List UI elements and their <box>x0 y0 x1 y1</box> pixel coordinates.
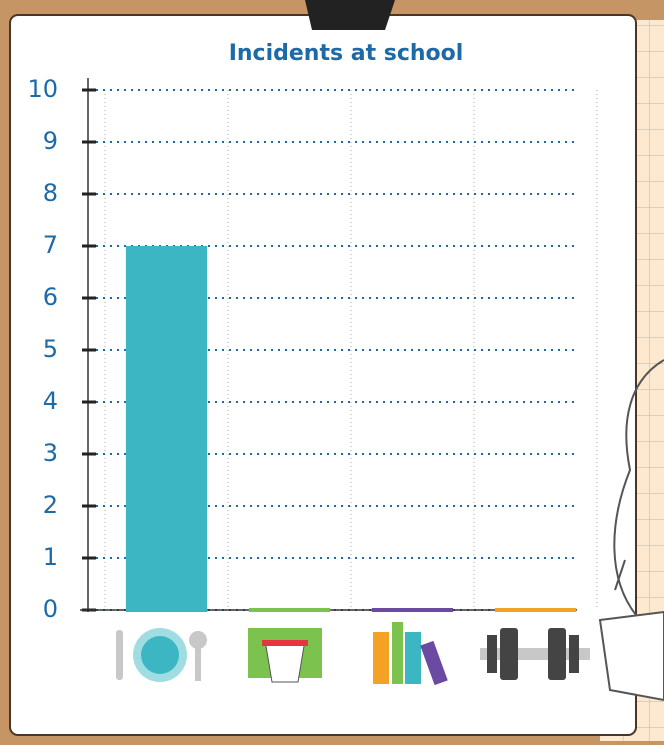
chart-title: Incidents at school <box>229 41 464 66</box>
icons <box>116 622 590 686</box>
paper <box>9 14 637 736</box>
y-tick-label: 9 <box>43 127 58 155</box>
y-tick-label: 8 <box>43 179 58 207</box>
y-tick-label: 10 <box>27 75 58 103</box>
y-tick-label: 7 <box>43 231 58 259</box>
y-tick-label: 6 <box>43 283 58 311</box>
clip <box>305 0 395 30</box>
y-tick-label: 5 <box>43 335 58 363</box>
y-tick-label: 1 <box>43 543 58 571</box>
bar <box>125 246 208 610</box>
y-tick-label: 2 <box>43 491 58 519</box>
y-tick-label: 0 <box>43 595 58 623</box>
person-sketch <box>598 359 664 702</box>
y-tick-label: 4 <box>43 387 58 415</box>
y-tick-label: 3 <box>43 439 58 467</box>
